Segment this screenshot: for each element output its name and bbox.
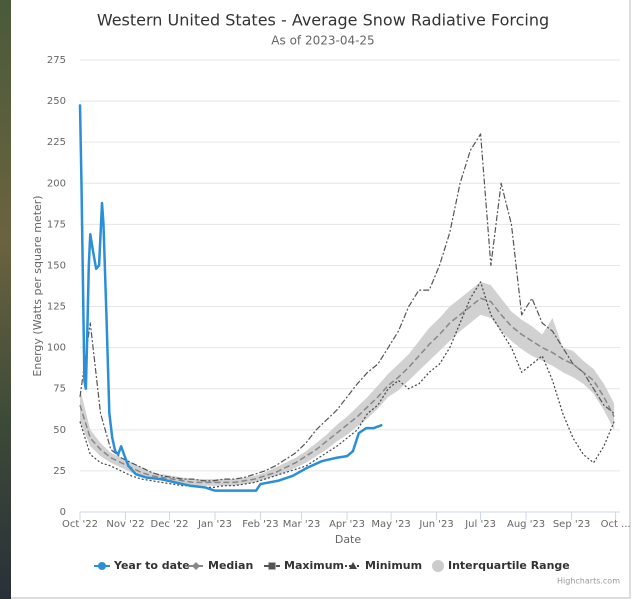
y-tick-label: 0 — [60, 507, 66, 518]
y-tick-label: 225 — [47, 137, 66, 148]
y-tick-label: 200 — [47, 178, 66, 189]
legend-label: Median — [208, 559, 253, 572]
series-line — [79, 297, 615, 484]
chart-subtitle: As of 2023-04-25 — [271, 34, 374, 48]
series-line — [78, 104, 383, 492]
x-tick-label: Sep '23 — [553, 519, 591, 530]
y-tick-label: 125 — [47, 302, 66, 313]
y-tick-label: 175 — [47, 219, 66, 230]
x-tick-label: Aug '23 — [507, 519, 545, 530]
chart-title: Western United States - Average Snow Rad… — [97, 11, 549, 30]
x-tick-label: Jul '23 — [464, 519, 496, 530]
x-tick-label: Jun '23 — [418, 519, 453, 530]
y-tick-label: 150 — [47, 260, 66, 271]
y-tick-label: 250 — [47, 96, 66, 107]
legend-label: Minimum — [365, 559, 422, 572]
legend-marker — [349, 562, 357, 569]
chart-frame — [11, 0, 631, 599]
credits: Highcharts.com — [557, 577, 620, 586]
x-tick-label: Jan '23 — [197, 519, 232, 530]
legend-label: Maximum — [284, 559, 344, 572]
legend-marker — [98, 562, 106, 570]
x-tick-label: Apr '23 — [329, 519, 365, 530]
background-strip — [0, 0, 11, 599]
legend-marker — [192, 562, 200, 570]
x-tick-label: Feb '23 — [242, 519, 278, 530]
y-tick-label: 275 — [47, 55, 66, 66]
y-tick-label: 100 — [47, 343, 66, 354]
x-tick-label: Dec '22 — [151, 519, 189, 530]
x-tick-label: Oct ... — [601, 519, 631, 530]
series-line — [79, 133, 615, 482]
legend-label: Year to date — [113, 559, 190, 572]
y-tick-label: 25 — [53, 466, 66, 477]
legend-label: Interquartile Range — [448, 559, 570, 572]
x-tick-label: Mar '23 — [283, 519, 321, 530]
y-tick-label: 50 — [53, 425, 66, 436]
x-tick-label: Oct '22 — [62, 519, 98, 530]
legend-marker — [432, 560, 444, 572]
iqr-band — [80, 281, 615, 486]
series-line — [79, 281, 615, 488]
x-axis-title: Date — [335, 533, 362, 546]
y-axis-title: Energy (Watts per square meter) — [31, 195, 44, 376]
x-tick-label: Nov '22 — [106, 519, 144, 530]
legend-marker — [268, 562, 276, 570]
x-tick-label: May '23 — [371, 519, 410, 530]
y-tick-label: 75 — [53, 384, 66, 395]
